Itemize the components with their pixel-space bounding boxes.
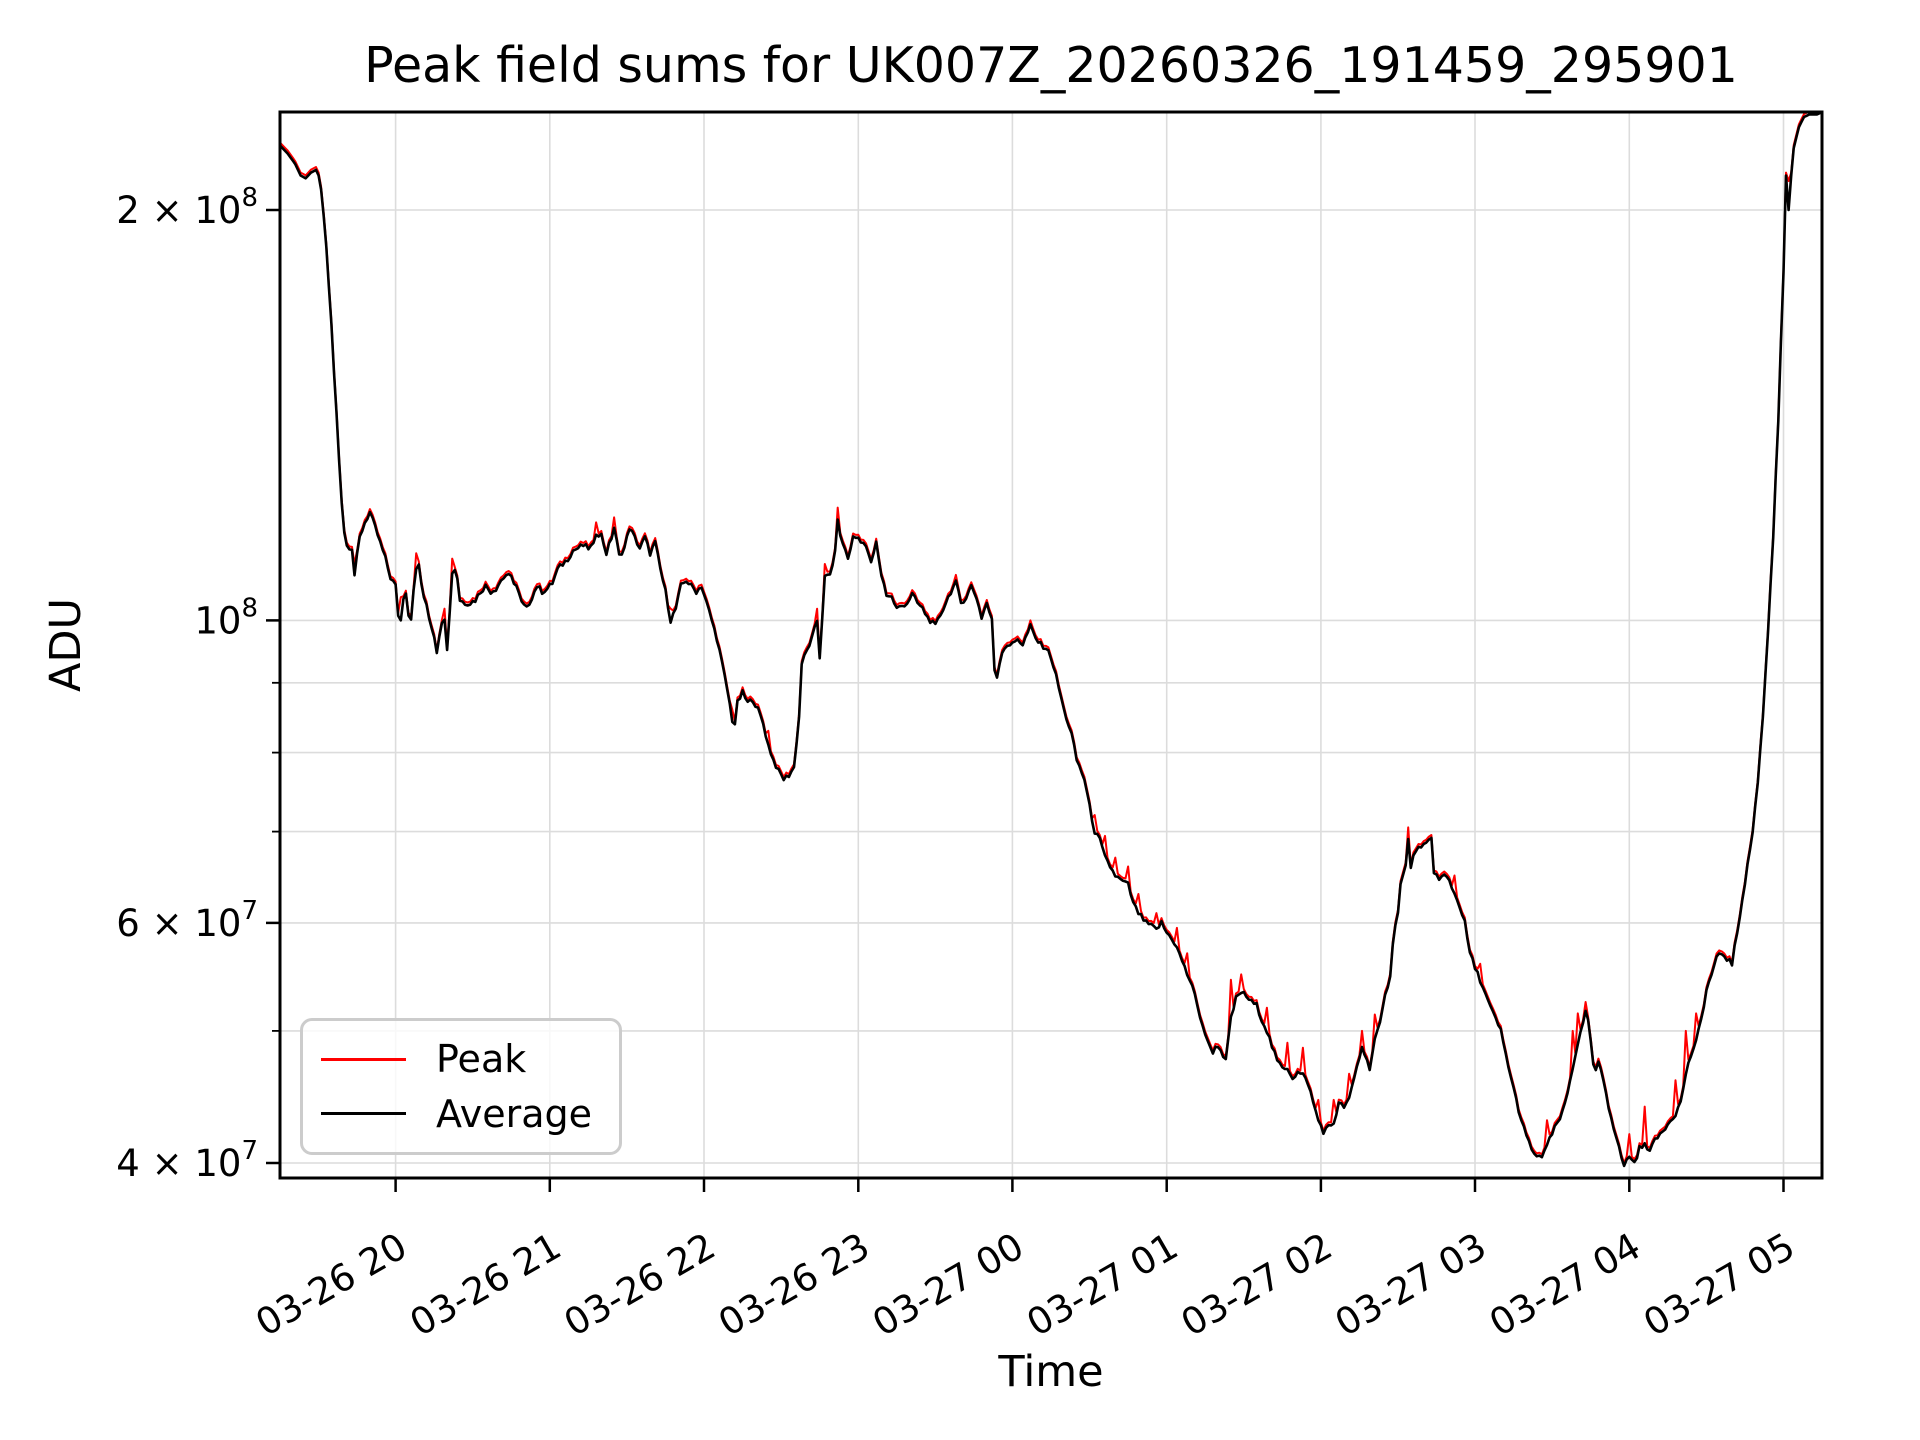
svg-text:03-26 23: 03-26 23 [711, 1225, 877, 1345]
svg-text:03-27 03: 03-27 03 [1328, 1225, 1494, 1345]
average-line [280, 112, 1822, 1168]
svg-text:4 × 107: 4 × 107 [116, 1136, 258, 1185]
svg-text:03-27 01: 03-27 01 [1020, 1225, 1186, 1345]
gridlines [280, 112, 1822, 1178]
legend-entry-average: Average [303, 1092, 619, 1136]
legend: Peak Average [300, 1018, 622, 1155]
svg-text:03-26 22: 03-26 22 [557, 1225, 723, 1345]
svg-text:03-26 21: 03-26 21 [403, 1225, 569, 1345]
y-ticks [266, 208, 280, 1165]
legend-label-average: Average [436, 1091, 593, 1136]
y-axis-label: ADU [41, 598, 91, 692]
svg-text:6 × 107: 6 × 107 [116, 896, 258, 945]
svg-text:03-26 20: 03-26 20 [249, 1225, 415, 1345]
svg-text:03-27 04: 03-27 04 [1482, 1225, 1648, 1345]
legend-label-peak: Peak [436, 1037, 527, 1082]
y-tick-labels: 2 × 108 108 6 × 107 4 × 107 [116, 183, 258, 1185]
x-axis-label: Time [998, 1347, 1104, 1397]
legend-entry-peak: Peak [303, 1037, 619, 1081]
chart-title: Peak field sums for UK007Z_20260326_1914… [364, 37, 1738, 94]
svg-text:03-27 05: 03-27 05 [1636, 1225, 1802, 1345]
svg-text:03-27 00: 03-27 00 [865, 1225, 1031, 1345]
plot-border [278, 110, 1824, 1180]
peak-line-sample [321, 1057, 406, 1061]
svg-text:2 × 108: 2 × 108 [116, 183, 258, 232]
svg-text:108: 108 [194, 593, 258, 642]
average-line-sample [321, 1112, 406, 1116]
x-ticks [394, 1178, 1785, 1192]
svg-text:03-27 02: 03-27 02 [1174, 1225, 1340, 1345]
peak-line [280, 112, 1819, 1164]
